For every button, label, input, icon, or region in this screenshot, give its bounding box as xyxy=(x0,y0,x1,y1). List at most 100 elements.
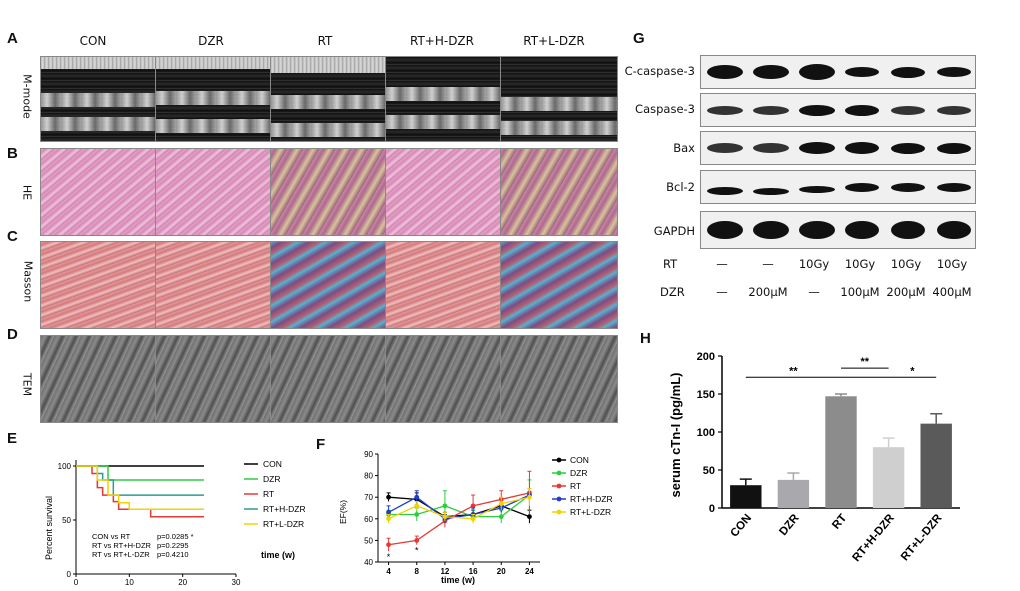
survival-x-tick-label: 0 xyxy=(74,578,79,587)
mmode-image-con xyxy=(40,56,158,142)
ctni-bar xyxy=(872,447,905,508)
ctni-y-label: serum cTn-I (pg/mL) xyxy=(668,373,683,498)
ef-legend-marker xyxy=(556,470,562,476)
survival-series-line xyxy=(76,465,204,510)
rt-value-lane-1: — xyxy=(716,257,728,271)
ef-y-tick-label: 80 xyxy=(364,472,373,481)
ctni-bar xyxy=(730,485,762,508)
ef-data-point xyxy=(442,514,448,520)
survival-y-label: Percent survival xyxy=(44,496,54,560)
blot-label-c-caspase-3: C-caspase-3 xyxy=(624,64,695,78)
survival-y-tick-label: 50 xyxy=(62,516,71,525)
survival-annotation-5: RT vs RT+L-DZR xyxy=(92,550,150,559)
ef-x-tick-label: 12 xyxy=(440,567,449,576)
column-label-dzr: DZR xyxy=(198,34,224,48)
tem-image-rt-h-dzr xyxy=(385,335,503,423)
ef-legend-label: RT+L-DZR xyxy=(570,507,611,517)
he-image-rt-h-dzr xyxy=(385,148,503,236)
ctni-bar xyxy=(920,423,952,508)
ef-data-point xyxy=(386,516,391,522)
ctni-y-tick-label: 100 xyxy=(697,427,715,439)
survival-y-tick-label: 0 xyxy=(67,570,72,579)
blot-strip-bax xyxy=(700,131,976,165)
column-label-rt-h-dzr: RT+H-DZR xyxy=(409,34,474,48)
panel-label-e: E xyxy=(7,430,18,447)
ef-legend-label: CON xyxy=(570,455,589,465)
ctni-y-tick-label: 0 xyxy=(709,503,715,515)
survival-x-label: time (w) xyxy=(261,550,295,560)
panel-label-g: G xyxy=(633,30,645,47)
masson-image-dzr xyxy=(155,241,273,329)
ef-x-tick-label: 8 xyxy=(415,567,420,576)
dzr-value-lane-6: 400μM xyxy=(932,285,972,299)
survival-y-tick-label: 100 xyxy=(58,462,72,471)
survival-legend-label: DZR xyxy=(263,474,280,484)
row-label-he: HE xyxy=(20,184,34,201)
ctni-bar xyxy=(825,396,857,508)
dzr-value-lane-3: — xyxy=(808,285,820,299)
ctni-bar xyxy=(777,479,810,508)
survival-annotation-4: p=0.2295 xyxy=(157,541,189,550)
ef-data-point xyxy=(386,509,391,515)
survival-legend-label: RT xyxy=(263,489,274,499)
ef-y-tick-label: 40 xyxy=(364,558,373,567)
masson-image-rt xyxy=(270,241,388,329)
blot-strip-caspase-3 xyxy=(700,93,976,127)
ctni-y-tick-label: 50 xyxy=(703,465,715,477)
ef-legend-label: DZR xyxy=(570,468,587,478)
he-image-dzr xyxy=(155,148,273,236)
ef-x-tick-label: 4 xyxy=(386,567,391,576)
mmode-image-rt xyxy=(270,56,388,142)
ef-data-point xyxy=(414,512,420,517)
ctni-category-label: RT xyxy=(830,512,849,531)
blot-label-bax: Bax xyxy=(673,141,695,155)
panel-label-d: D xyxy=(7,326,18,343)
mmode-image-dzr xyxy=(155,56,273,142)
survival-annotation-6: p=0.4210 xyxy=(157,550,189,559)
he-image-con xyxy=(40,148,158,236)
ef-data-point xyxy=(442,503,448,509)
blot-label-bcl-2: Bcl-2 xyxy=(666,180,695,194)
ctni-significance-star: ** xyxy=(789,365,798,377)
row-label-mmode: M-mode xyxy=(20,74,34,119)
he-image-rt xyxy=(270,148,388,236)
blot-strip-bcl-2 xyxy=(700,170,976,204)
survival-annotation-1: CON vs RT xyxy=(92,532,131,541)
ef-series-line xyxy=(388,494,530,520)
rt-value-lane-4: 10Gy xyxy=(844,257,876,271)
ef-x-tick-label: 16 xyxy=(469,567,478,576)
ef-data-point xyxy=(527,494,532,500)
ef-legend-marker xyxy=(556,457,562,463)
masson-image-rt-l-dzr xyxy=(500,241,618,329)
tem-image-con xyxy=(40,335,158,423)
tem-image-dzr xyxy=(155,335,273,423)
blot-strip-gapdh xyxy=(700,211,976,249)
rt-value-lane-2: — xyxy=(762,257,774,271)
ef-data-point xyxy=(470,503,476,509)
ctni-category-label: RT+H-DZR xyxy=(851,512,898,565)
blot-strip-c-caspase-3 xyxy=(700,55,976,89)
ef-data-point xyxy=(414,538,420,543)
row-label-tem: TEM xyxy=(20,372,34,397)
ef-x-label: time (w) xyxy=(441,575,475,585)
ef-series-line xyxy=(388,496,530,520)
ctni-y-tick-label: 200 xyxy=(697,351,715,363)
rt-value-lane-6: 10Gy xyxy=(936,257,968,271)
ef-significance-star: * xyxy=(387,552,391,562)
panel-label-f: F xyxy=(316,436,326,453)
ef-legend-marker xyxy=(556,509,562,515)
mmode-image-rt-h-dzr xyxy=(385,56,503,142)
ef-series-line xyxy=(388,492,530,546)
he-image-rt-l-dzr xyxy=(500,148,618,236)
survival-legend-label: RT+H-DZR xyxy=(263,504,306,514)
column-label-rt: RT xyxy=(317,34,333,48)
panel-label-c: C xyxy=(7,228,18,245)
ef-y-tick-label: 90 xyxy=(364,450,373,459)
ef-y-tick-label: 70 xyxy=(364,493,373,502)
survival-annotation-3: RT vs RT+H-DZR xyxy=(92,541,152,550)
tem-image-rt-l-dzr xyxy=(500,335,618,423)
survival-annotation-2: p=0.0285 * xyxy=(157,532,194,541)
